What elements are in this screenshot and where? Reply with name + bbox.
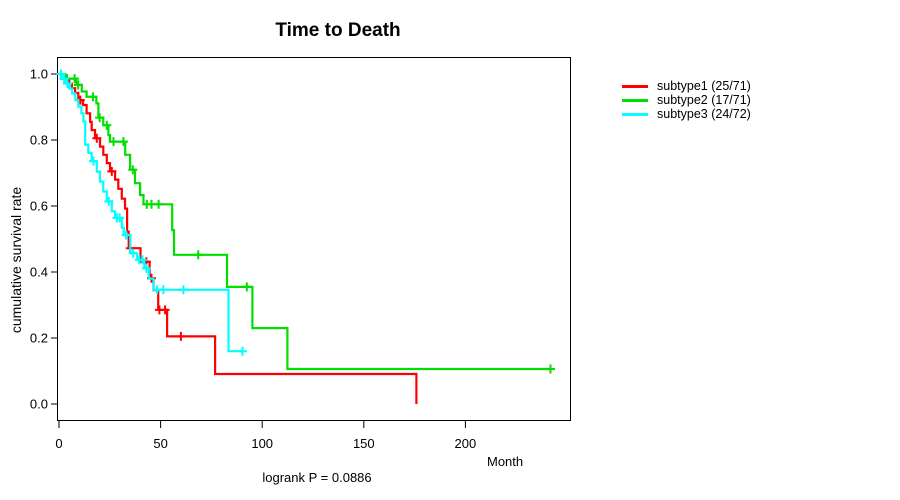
logrank-annotation: logrank P = 0.0886: [262, 470, 372, 485]
y-tick-label: 0.6: [30, 199, 48, 214]
survival-curve-subtype3: [59, 72, 244, 353]
legend-line-subtype3: [622, 112, 648, 116]
survival-curve-subtype1: [59, 72, 418, 404]
censor-marks-subtype3: [56, 69, 247, 356]
y-axis-label: cumulative survival rate: [8, 186, 24, 334]
legend-item-subtype3: subtype3 (24/72): [622, 107, 751, 121]
x-tick-label: 50: [153, 436, 167, 451]
x-tick-label: 100: [251, 436, 273, 451]
legend-label-subtype2: subtype2 (17/71): [657, 93, 751, 107]
x-tick-label: 150: [353, 436, 375, 451]
legend-line-subtype1: [622, 84, 648, 88]
x-axis-label: Month: [487, 454, 524, 469]
legend-line-subtype2: [622, 98, 648, 102]
y-tick-label: 0.0: [30, 397, 48, 412]
y-tick-label: 0.4: [30, 265, 48, 280]
legend-label-subtype1: subtype1 (25/71): [657, 79, 751, 93]
legend: subtype1 (25/71) subtype2 (17/71) subtyp…: [622, 79, 751, 121]
chart-title: Time to Death: [275, 20, 401, 41]
legend-item-subtype2: subtype2 (17/71): [622, 93, 751, 107]
survival-curve-subtype2: [59, 72, 552, 371]
legend-item-subtype1: subtype1 (25/71): [622, 79, 751, 93]
x-tick-label: 0: [55, 436, 62, 451]
y-tick-label: 1.0: [30, 67, 48, 82]
legend-label-subtype3: subtype3 (24/72): [657, 107, 751, 121]
y-tick-label: 0.8: [30, 133, 48, 148]
x-tick-label: 200: [455, 436, 477, 451]
censor-marks-subtype2: [62, 74, 555, 374]
y-tick-label: 0.2: [30, 331, 48, 346]
plot-box: [57, 57, 571, 421]
